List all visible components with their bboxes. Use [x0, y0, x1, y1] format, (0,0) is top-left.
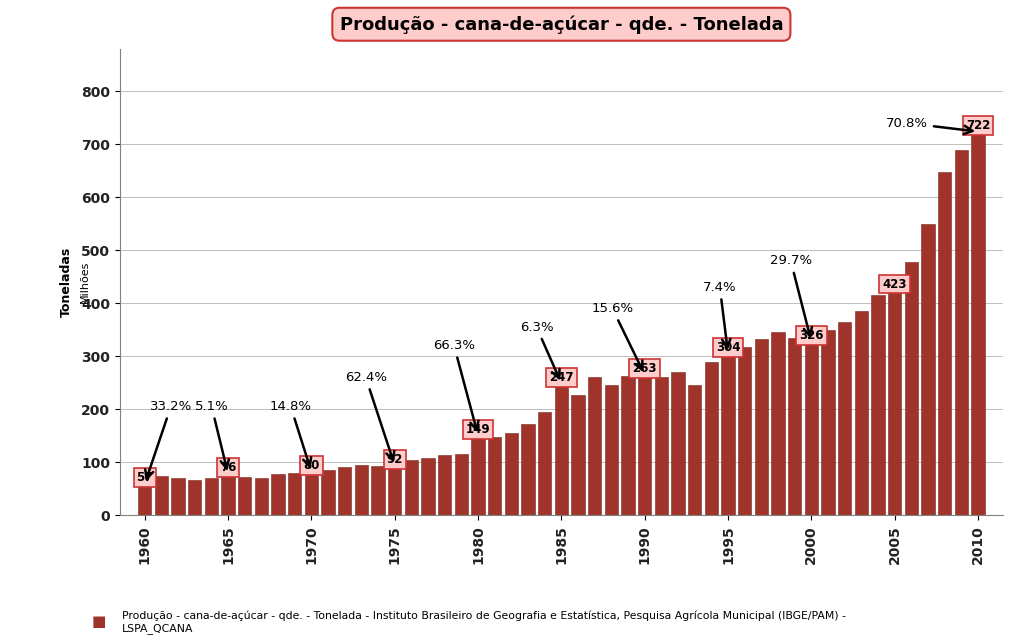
Bar [605, 385, 618, 515]
Text: 62.4%: 62.4% [345, 371, 394, 460]
Bar [671, 371, 685, 515]
Text: 57: 57 [136, 471, 153, 485]
Bar [272, 474, 285, 515]
Bar [171, 478, 184, 515]
Text: 6.3%: 6.3% [520, 321, 560, 378]
Text: 247: 247 [549, 371, 573, 384]
Bar [505, 433, 518, 515]
Bar [871, 295, 885, 515]
Bar [855, 310, 868, 515]
Bar [971, 133, 984, 515]
Bar [655, 377, 668, 515]
Bar [905, 262, 918, 515]
Text: Toneladas: Toneladas [60, 247, 73, 317]
Text: Produção - cana-de-açúcar - qde. - Tonelada - Instituto Brasileiro de Geografia : Produção - cana-de-açúcar - qde. - Tonel… [122, 611, 846, 633]
Bar [354, 466, 369, 515]
Bar [555, 384, 568, 515]
Bar [338, 467, 351, 515]
Text: 722: 722 [966, 119, 991, 132]
Bar [688, 385, 701, 515]
Bar [621, 376, 634, 515]
Text: 66.3%: 66.3% [433, 339, 478, 430]
Bar [938, 172, 952, 515]
Bar [571, 395, 584, 515]
Bar [205, 478, 218, 515]
Text: 29.7%: 29.7% [770, 254, 812, 336]
Bar [921, 225, 935, 515]
Bar [254, 478, 268, 515]
Bar [754, 339, 768, 515]
Bar [804, 342, 818, 515]
Bar [471, 436, 485, 515]
Bar [521, 424, 534, 515]
Bar [438, 455, 451, 515]
Bar [188, 480, 202, 515]
Bar [138, 485, 152, 515]
Text: 304: 304 [716, 340, 740, 354]
Bar [488, 438, 502, 515]
Bar [788, 338, 801, 515]
Bar [322, 469, 335, 515]
Text: 7.4%: 7.4% [703, 281, 737, 347]
Bar [638, 376, 652, 515]
Text: 5.1%: 5.1% [194, 400, 229, 469]
Text: 149: 149 [465, 423, 491, 436]
Bar [738, 347, 751, 515]
Text: ■: ■ [92, 614, 106, 629]
Bar [221, 475, 235, 515]
Bar [155, 476, 168, 515]
Text: 70.8%: 70.8% [887, 116, 972, 134]
Text: Milhões: Milhões [79, 261, 90, 303]
Text: 326: 326 [799, 329, 824, 342]
Bar [704, 361, 718, 515]
Bar [838, 322, 851, 515]
Bar [238, 477, 251, 515]
Bar [304, 473, 318, 515]
Text: 423: 423 [883, 277, 907, 291]
Bar [372, 466, 385, 515]
Bar [421, 459, 435, 515]
Bar [888, 291, 901, 515]
Title: Produção - cana-de-açúcar - qde. - Tonelada: Produção - cana-de-açúcar - qde. - Tonel… [340, 15, 783, 34]
Text: 80: 80 [303, 459, 320, 473]
Bar [722, 354, 735, 515]
Bar [405, 460, 418, 515]
Text: 14.8%: 14.8% [270, 400, 312, 466]
Text: 33.2%: 33.2% [146, 400, 192, 479]
Bar [955, 149, 968, 515]
Bar [772, 333, 785, 515]
Bar [388, 466, 401, 515]
Bar [455, 454, 468, 515]
Text: 15.6%: 15.6% [591, 302, 642, 370]
Text: 76: 76 [220, 461, 236, 474]
Text: 263: 263 [632, 363, 657, 375]
Bar [288, 473, 301, 515]
Bar [588, 377, 602, 515]
Text: 92: 92 [387, 453, 403, 466]
Bar [539, 412, 552, 515]
Bar [822, 330, 835, 515]
